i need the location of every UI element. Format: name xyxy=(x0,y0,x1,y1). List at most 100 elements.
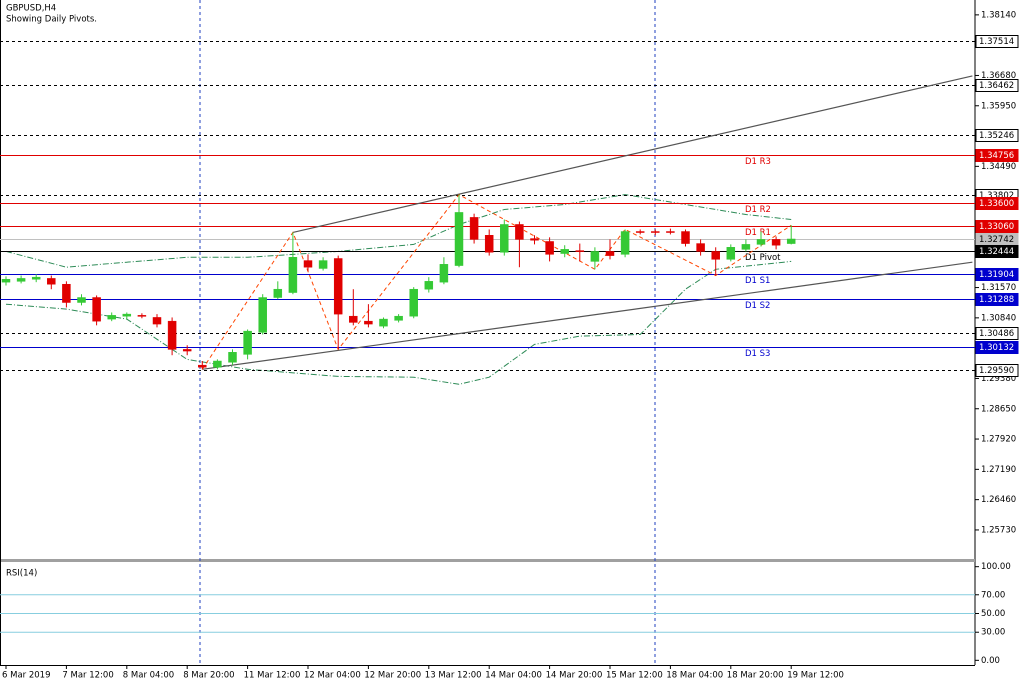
level-label: 1.30132 xyxy=(979,343,1014,353)
x-tick-label: 12 Mar 20:00 xyxy=(364,671,421,681)
candle-body xyxy=(454,212,464,266)
candle-body xyxy=(711,251,720,260)
candle-body xyxy=(484,235,494,253)
level-box xyxy=(975,341,1019,354)
y-tick-label: 1.36680 xyxy=(981,71,1016,81)
level-name: D1 R2 xyxy=(745,205,771,215)
candle-body xyxy=(364,320,373,325)
band-line xyxy=(5,194,792,268)
level-box xyxy=(975,35,1019,48)
candle-body xyxy=(756,239,766,245)
level-label: 1.33060 xyxy=(979,222,1014,232)
level-label: 1.31904 xyxy=(979,270,1014,280)
candle-body xyxy=(137,315,147,317)
level-name: D1 S1 xyxy=(745,276,770,286)
level-label: 1.31288 xyxy=(979,295,1014,305)
candle-body xyxy=(92,297,101,322)
candle-body xyxy=(152,317,162,325)
candle-body xyxy=(439,264,449,283)
zigzag-line xyxy=(201,193,792,370)
candle-body xyxy=(771,239,781,246)
y-tick-label: 1.38140 xyxy=(981,10,1016,20)
level-name: D1 Pivot xyxy=(745,253,781,263)
x-tick-label: 14 Mar 20:00 xyxy=(546,671,603,681)
level-box xyxy=(975,129,1019,142)
level-label: 1.37514 xyxy=(979,37,1014,47)
candle-body xyxy=(741,244,751,250)
y-tick-label: 1.27190 xyxy=(981,465,1016,475)
x-tick-label: 19 Mar 12:00 xyxy=(787,671,844,681)
level-box xyxy=(975,220,1019,233)
y-tick-label: 0.00 xyxy=(981,656,1000,666)
candle-body xyxy=(16,278,26,282)
candle-body xyxy=(666,231,675,233)
candle-body xyxy=(349,315,358,323)
y-tick-label: 1.35950 xyxy=(981,101,1016,111)
y-tick-label: 1.29380 xyxy=(981,374,1016,384)
level-box xyxy=(975,268,1019,281)
x-tick-label: 18 Mar 20:00 xyxy=(727,671,784,681)
x-tick-label: 12 Mar 04:00 xyxy=(304,671,361,681)
candle-body xyxy=(318,260,328,269)
x-tick-label: 13 Mar 12:00 xyxy=(425,671,482,681)
candle-body xyxy=(620,231,630,255)
level-label: 1.33600 xyxy=(979,199,1014,209)
level-box xyxy=(975,293,1019,306)
x-tick-label: 7 Mar 12:00 xyxy=(62,671,113,681)
candle-body xyxy=(62,283,71,303)
chart-title: GBPUSD,H4 xyxy=(6,4,56,14)
level-box xyxy=(975,149,1019,162)
x-tick-label: 8 Mar 04:00 xyxy=(123,671,174,681)
candle-body xyxy=(545,241,554,255)
x-tick-label: 8 Mar 20:00 xyxy=(183,671,234,681)
y-tick-label: 100.00 xyxy=(981,562,1011,572)
x-tick-label: 11 Mar 12:00 xyxy=(244,671,301,681)
candle-body xyxy=(47,278,56,285)
level-box xyxy=(975,79,1019,92)
chart-subtitle: Showing Daily Pivots. xyxy=(6,15,97,25)
x-tick-label: 15 Mar 12:00 xyxy=(606,671,663,681)
level-label: 1.29590 xyxy=(979,366,1014,376)
x-tick-label: 6 Mar 2019 xyxy=(2,671,50,681)
candle-body xyxy=(77,297,86,303)
candle-body xyxy=(605,251,615,256)
x-tick-label: 18 Mar 04:00 xyxy=(666,671,723,681)
level-name: D1 R1 xyxy=(745,228,771,238)
candle-body xyxy=(167,320,177,350)
candle-body xyxy=(273,288,283,298)
candle-body xyxy=(394,315,403,321)
y-tick-label: 1.28650 xyxy=(981,404,1016,414)
candle-body xyxy=(560,249,569,254)
candle-body xyxy=(303,260,313,268)
level-label: 1.32742 xyxy=(979,235,1014,245)
candle-body xyxy=(651,231,660,233)
y-tick-label: 50.00 xyxy=(981,609,1005,619)
candle-body xyxy=(213,360,222,368)
level-box xyxy=(975,364,1019,377)
rsi-title: RSI(14) xyxy=(6,569,37,579)
candle-body xyxy=(696,243,705,252)
candle-body xyxy=(635,231,645,233)
y-tick-label: 1.27920 xyxy=(981,435,1016,445)
level-label: 1.30486 xyxy=(979,329,1014,339)
candle-body xyxy=(1,279,11,283)
level-label: 1.34756 xyxy=(979,151,1014,161)
y-tick-label: 1.31570 xyxy=(981,283,1016,293)
candle-body xyxy=(258,297,267,333)
candle-body xyxy=(515,224,524,240)
candle-body xyxy=(409,288,418,317)
candle-body xyxy=(198,364,207,368)
panel-divider xyxy=(0,559,975,562)
y-tick-label: 1.30840 xyxy=(981,313,1016,323)
x-tick-label: 14 Mar 04:00 xyxy=(485,671,542,681)
level-label: 1.35246 xyxy=(979,131,1014,141)
candle-body xyxy=(333,258,343,315)
candle-body xyxy=(288,257,298,293)
y-tick-label: 1.25730 xyxy=(981,525,1016,535)
candle-body xyxy=(726,247,736,260)
y-tick-label: 70.00 xyxy=(981,590,1005,600)
level-box xyxy=(975,327,1019,340)
